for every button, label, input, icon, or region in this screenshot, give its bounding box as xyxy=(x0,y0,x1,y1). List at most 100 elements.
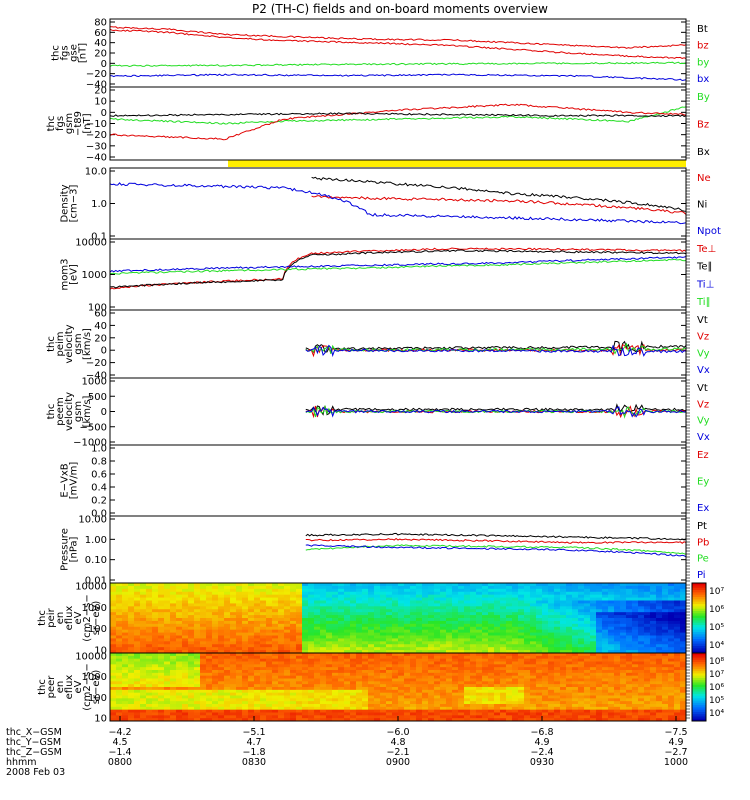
spectrogram-cell xyxy=(524,655,531,660)
spectrogram-cell xyxy=(530,670,537,674)
spectrogram-cell xyxy=(638,672,645,677)
spectrogram-cell xyxy=(440,692,447,697)
spectrogram-cell xyxy=(110,615,117,619)
spectrogram-cell xyxy=(374,701,381,705)
spectrogram-cell xyxy=(350,603,357,607)
spectrogram-cell xyxy=(272,701,279,705)
spectrogram-cell xyxy=(410,687,417,691)
spectrogram-cell xyxy=(488,658,495,663)
spectrogram-cell xyxy=(350,706,357,711)
spectrogram-cell xyxy=(578,661,585,665)
ytick-label: 10000 xyxy=(75,238,107,249)
spectrogram-cell xyxy=(560,612,567,616)
spectrogram-cell xyxy=(296,653,303,657)
spectrogram-cell xyxy=(434,618,441,622)
spectrogram-cell xyxy=(338,687,345,691)
spectrogram-cell xyxy=(326,706,333,711)
spectrogram-cell xyxy=(212,715,219,719)
spectrogram-cell xyxy=(344,591,351,596)
spectrogram-cell xyxy=(374,684,381,688)
spectrogram-cell xyxy=(344,675,351,680)
spectrogram-cell xyxy=(284,706,291,711)
spectrogram-cell xyxy=(350,681,357,685)
spectrogram-cell xyxy=(560,709,567,714)
spectrogram-cell xyxy=(488,632,495,637)
spectrogram-cell xyxy=(110,661,117,665)
spectrogram-cell xyxy=(530,675,537,680)
spectrogram-cell xyxy=(212,644,219,648)
spectrogram-cell xyxy=(374,612,381,616)
spectrogram-cell xyxy=(542,667,549,671)
spectrogram-cell xyxy=(392,678,399,682)
spectrogram-cell xyxy=(188,670,195,674)
spectrogram-cell xyxy=(326,638,333,642)
spectrogram-cell xyxy=(608,641,615,645)
spectrogram-cell xyxy=(320,655,327,660)
spectrogram-cell xyxy=(608,675,615,680)
spectrogram-cell xyxy=(674,588,681,593)
spectrogram-cell xyxy=(206,712,213,716)
spectrogram-cell xyxy=(182,603,189,607)
spectrogram-cell xyxy=(632,672,639,677)
spectrogram-cell xyxy=(242,615,249,619)
spectrogram-cell xyxy=(206,678,213,682)
spectrogram-cell xyxy=(458,585,465,590)
spectrogram-cell xyxy=(200,623,207,628)
spectrogram-cell xyxy=(428,635,435,640)
spectrogram-cell xyxy=(398,623,405,628)
spectrogram-cell xyxy=(482,620,489,625)
spectrogram-cell xyxy=(662,618,669,622)
spectrogram-cell xyxy=(572,609,579,613)
spectrogram-cell xyxy=(164,609,171,613)
spectrogram-cell xyxy=(140,585,147,590)
ytick-label: 0.4 xyxy=(91,483,107,494)
spectrogram-cell xyxy=(182,709,189,714)
spectrogram-cell xyxy=(284,583,291,587)
spectrogram-cell xyxy=(284,632,291,637)
spectrogram-cell xyxy=(470,626,477,631)
spectrogram-cell xyxy=(290,675,297,680)
spectrogram-cell xyxy=(338,623,345,628)
spectrogram-cell xyxy=(374,715,381,719)
spectrogram-cell xyxy=(608,644,615,648)
spectrogram-cell xyxy=(596,718,603,721)
spectrogram-cell xyxy=(122,701,129,705)
spectrogram-cell xyxy=(272,675,279,680)
spectrogram-cell xyxy=(614,675,621,680)
spectrogram-cell xyxy=(506,629,513,634)
spectrogram-cell xyxy=(566,678,573,682)
spectrogram-cell xyxy=(248,623,255,628)
ylabel-line: sr−eV) xyxy=(91,670,102,705)
spectrogram-cell xyxy=(134,695,141,699)
spectrogram-cell xyxy=(290,585,297,590)
spectrogram-cell xyxy=(518,661,525,665)
spectrogram-cell xyxy=(200,606,207,610)
spectrogram-cell xyxy=(236,623,243,628)
spectrogram-cell xyxy=(170,667,177,671)
spectrogram-cell xyxy=(482,591,489,596)
spectrogram-cell xyxy=(260,658,267,663)
spectrogram-cell xyxy=(452,647,459,651)
spectrogram-cell xyxy=(608,684,615,688)
spectrogram-cell xyxy=(158,588,165,593)
spectrogram-cell xyxy=(554,655,561,660)
spectrogram-cell xyxy=(428,609,435,613)
spectrogram-cell xyxy=(230,583,237,587)
spectrogram-cell xyxy=(350,606,357,610)
spectrogram-cell xyxy=(632,623,639,628)
spectrogram-cell xyxy=(422,661,429,665)
spectrogram-cell xyxy=(422,615,429,619)
spectrogram-cell xyxy=(620,650,627,653)
spectrogram-cell xyxy=(296,664,303,668)
spectrogram-cell xyxy=(212,681,219,685)
spectrogram-cell xyxy=(302,678,309,682)
spectrogram-cell xyxy=(374,695,381,699)
spectrogram-cell xyxy=(428,672,435,677)
spectrogram-cell xyxy=(554,606,561,610)
spectrogram-cell xyxy=(512,698,519,702)
spectrogram-cell xyxy=(362,620,369,625)
spectrogram-cell xyxy=(320,597,327,602)
spectrogram-cell xyxy=(206,650,213,653)
spectrogram-cell xyxy=(362,583,369,587)
